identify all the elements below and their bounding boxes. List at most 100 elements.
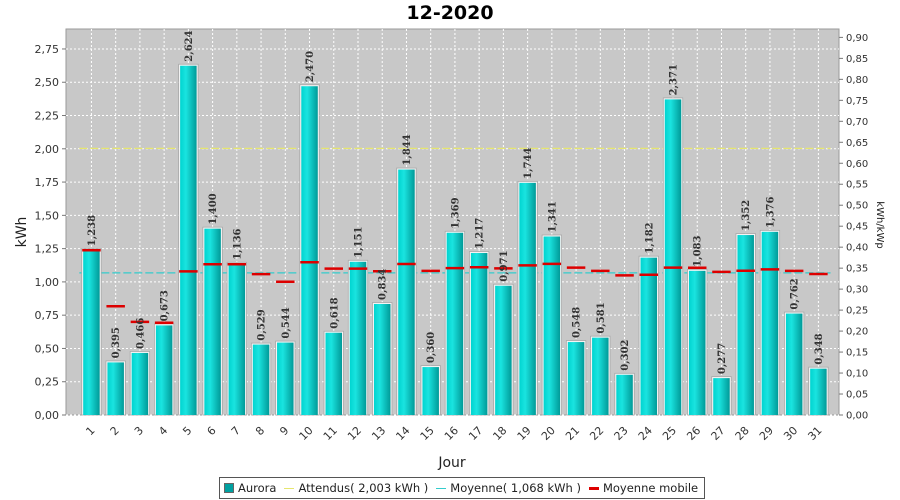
y-tick-label: 2,75	[35, 43, 60, 56]
x-tick-label: 5	[180, 424, 194, 438]
data-label: 1,744	[523, 148, 534, 179]
x-tick-label: 11	[321, 424, 340, 443]
bar	[301, 86, 318, 415]
bar	[422, 367, 439, 415]
legend-label-moyenne-mobile: Moyenne mobile	[602, 481, 699, 495]
x-tick-label: 16	[442, 424, 461, 443]
bar	[519, 182, 536, 415]
data-label: 1,844	[402, 134, 413, 165]
data-label: 1,217	[475, 218, 486, 249]
y-tick-label: 0,50	[35, 342, 60, 355]
x-tick-label: 4	[156, 424, 170, 438]
x-tick-label: 28	[733, 424, 752, 443]
data-label: 0,277	[717, 343, 728, 374]
x-tick-label: 19	[515, 424, 534, 443]
legend-item-attendus: Attendus( 2,003 kWh )	[284, 481, 428, 495]
data-label: 0,360	[426, 332, 437, 363]
y2-axis-title: kWh/kWp	[874, 201, 885, 248]
bar	[446, 232, 464, 415]
bar	[228, 263, 246, 415]
y2-tick-label: 0,40	[846, 243, 868, 254]
bar	[785, 313, 803, 415]
bar	[155, 325, 173, 415]
x-tick-label: 27	[709, 424, 728, 443]
data-labels: 1,238 0,395 0,466 0,673 2,624 1,400 1,136 0,529…	[87, 30, 825, 374]
data-label: 0,618	[329, 297, 340, 328]
bar	[713, 378, 730, 415]
data-label: 1,376	[765, 196, 776, 227]
bar	[640, 257, 658, 415]
data-label: 1,352	[741, 200, 752, 231]
legend-item-moyenne-mobile: Moyenne mobile	[588, 481, 699, 495]
data-label: 1,238	[87, 215, 98, 246]
y2-tick-label: 0,50	[846, 201, 868, 212]
data-label: 1,400	[208, 193, 219, 224]
bar	[325, 332, 343, 415]
legend-label-moyenne: Moyenne( 1,068 kWh )	[450, 481, 581, 495]
y2-tick-label: 0,25	[846, 306, 868, 317]
y2-tick-label: 0,35	[846, 264, 868, 275]
y2-tick-label: 0,30	[846, 285, 868, 296]
moving-average	[82, 248, 828, 325]
axes: 0,00 0,25 0,50 0,75 1,00 1,25 1,50 1,75 2,00 2,25…	[35, 33, 869, 443]
bar	[204, 228, 221, 415]
y-tick-label: 1,50	[35, 209, 60, 222]
chart-title: 12-2020	[406, 2, 494, 24]
y-axis-title: kWh	[14, 217, 30, 248]
x-tick-label: 7	[229, 424, 243, 438]
data-label: 0,302	[620, 339, 631, 370]
x-tick-label: 24	[636, 424, 655, 443]
x-tick-label: 22	[587, 424, 606, 443]
bar	[180, 65, 197, 416]
y2-tick-label: 0,45	[846, 222, 868, 233]
bar	[543, 236, 561, 415]
data-label: 1,369	[450, 197, 461, 228]
bar	[592, 337, 609, 415]
x-tick-label: 31	[805, 424, 824, 443]
bar	[470, 253, 488, 415]
y-tick-label: 0,75	[35, 309, 60, 322]
y2-tick-label: 0,00	[846, 411, 868, 422]
legend-label-attendus: Attendus( 2,003 kWh )	[298, 481, 429, 495]
y-tick-label: 0,00	[35, 409, 60, 422]
data-label: 0,548	[572, 307, 583, 338]
data-label: 0,971	[499, 250, 510, 281]
data-label: 1,182	[644, 222, 655, 253]
legend-line-moyenne-mobile	[588, 486, 599, 490]
data-label: 0,544	[281, 307, 292, 338]
legend-line-attendus	[284, 487, 295, 489]
bar	[664, 99, 682, 415]
data-label: 1,151	[353, 226, 364, 257]
x-tick-label: 14	[393, 424, 412, 443]
data-label: 1,341	[547, 201, 558, 232]
data-label: 1,083	[693, 235, 704, 266]
data-label: 0,466	[135, 318, 146, 349]
legend: Aurora Attendus( 2,003 kWh ) Moyenne( 1,…	[219, 477, 706, 499]
bar	[737, 235, 754, 415]
y2-tick-label: 0,90	[846, 33, 868, 44]
bar	[689, 270, 706, 415]
y2-tick-label: 0,65	[846, 138, 868, 149]
x-tick-label: 15	[418, 424, 437, 443]
x-tick-label: 13	[369, 424, 388, 443]
bar	[567, 342, 585, 415]
y2-tick-label: 0,70	[846, 117, 868, 128]
legend-item-aurora: Aurora	[224, 481, 276, 495]
legend-swatch-aurora	[224, 483, 234, 493]
y-tick-label: 2,25	[35, 110, 60, 123]
legend-item-moyenne: Moyenne( 1,068 kWh )	[436, 481, 581, 495]
y2-tick-label: 0,20	[846, 327, 868, 338]
legend-line-moyenne	[436, 487, 447, 489]
x-tick-label: 6	[205, 424, 219, 438]
x-tick-label: 26	[684, 424, 703, 443]
y-tick-label: 1,75	[35, 176, 60, 189]
y-tick-label: 1,25	[35, 243, 60, 256]
x-tick-label: 17	[466, 424, 485, 443]
x-tick-label: 18	[490, 424, 509, 443]
data-label: 2,371	[669, 64, 680, 95]
bar	[131, 352, 149, 415]
y-tick-label: 1,00	[35, 276, 60, 289]
x-tick-label: 12	[345, 424, 364, 443]
bar	[83, 250, 100, 415]
